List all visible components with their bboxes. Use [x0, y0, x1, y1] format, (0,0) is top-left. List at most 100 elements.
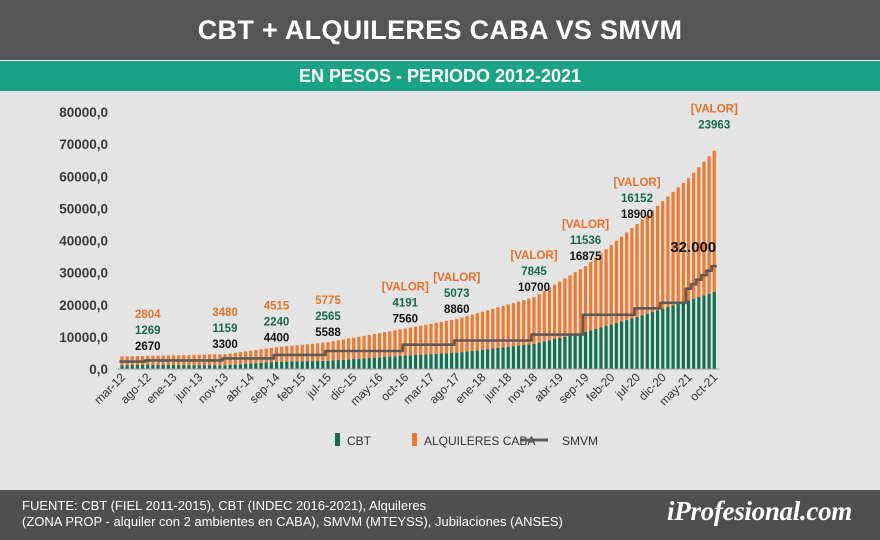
alquiler-bar: [609, 245, 613, 325]
cbt-bar: [372, 357, 376, 369]
cbt-bar: [146, 364, 150, 369]
annotation-smvm: 10700: [518, 282, 550, 294]
cbt-bar: [465, 351, 469, 369]
alquiler-bar: [429, 323, 433, 355]
alquiler-bar: [578, 269, 582, 334]
cbt-bar: [228, 364, 232, 369]
y-tick-label: 0,0: [89, 362, 108, 377]
x-axis: mar-12ago-12ene-13jun-13nov-13abr-14sep-…: [91, 368, 721, 408]
cbt-bar: [491, 348, 495, 369]
annotation-smvm: 3300: [212, 339, 238, 351]
annotation-smvm: 16875: [570, 251, 603, 263]
cbt-bar: [702, 295, 706, 369]
alquiler-bar: [316, 343, 320, 361]
alquiler-bar: [321, 342, 325, 361]
x-tick-label: sep-19: [556, 370, 592, 406]
cbt-bar: [630, 318, 634, 369]
cbt-bar: [321, 360, 325, 369]
cbt-bar: [455, 352, 459, 369]
cbt-bar: [187, 365, 191, 369]
alquiler-bar: [671, 192, 675, 306]
cbt-bar: [166, 365, 170, 369]
cbt-bar: [547, 340, 552, 369]
logo-prefix: i: [667, 496, 675, 526]
x-tick-label: feb-15: [274, 370, 308, 404]
cbt-bar: [511, 346, 515, 369]
cbt-bar: [697, 297, 701, 369]
cbt-bar: [367, 357, 371, 369]
y-tick-label: 10000,0: [59, 330, 108, 345]
cbt-bar: [316, 360, 320, 369]
alquiler-bar: [686, 178, 691, 301]
alquiler-bar: [707, 156, 711, 294]
alquiler-bar: [347, 338, 351, 360]
cbt-bar: [290, 361, 294, 369]
cbt-bar: [413, 354, 418, 369]
cbt-bar: [197, 365, 201, 369]
logo-main: Profesional.com: [674, 496, 852, 526]
y-tick-label: 60000,0: [59, 169, 108, 184]
x-tick-label: sep-14: [247, 370, 283, 406]
stacked-bar-chart: 0,0 10000,0 20000,0 30000,0 40000,0 50000,0 60…: [59, 104, 738, 448]
cbt-bar: [177, 365, 181, 369]
alquiler-bar: [511, 303, 515, 347]
annotation-alquiler: 4515: [264, 300, 290, 312]
annotation-alquiler: [VALOR]: [562, 219, 609, 231]
alquiler-bar: [434, 322, 438, 354]
alquiler-bar: [589, 261, 593, 331]
source-note: FUENTE: CBT (FIEL 2011-2015), CBT (INDEC…: [22, 498, 642, 530]
alquiler-bar: [614, 240, 618, 324]
cbt-bar: [553, 339, 557, 369]
alquiler-bar: [465, 316, 469, 352]
y-tick-label: 80000,0: [59, 105, 108, 120]
cbt-bar: [223, 365, 227, 369]
cbt-bar: [171, 365, 176, 369]
source-line-2: (ZONA PROP - alquiler con 2 ambientes en…: [22, 514, 563, 529]
alquiler-bar: [254, 350, 258, 364]
cbt-bar: [135, 365, 140, 369]
cbt-bar: [619, 321, 624, 369]
alquiler-bar: [522, 300, 526, 345]
alquiler-bar: [666, 196, 670, 308]
y-tick-label: 50000,0: [59, 201, 108, 216]
cbt-bar: [238, 364, 243, 369]
alquiler-bar: [547, 287, 552, 341]
annotation-smvm: 5588: [315, 327, 341, 339]
y-axis: 0,0 10000,0 20000,0 30000,0 40000,0 50000,0 60…: [59, 105, 108, 377]
annotation-cbt: 7845: [521, 266, 547, 278]
cbt-bar: [161, 364, 165, 369]
smvm-line-layer: [119, 264, 717, 363]
annotation-alquiler: 3480: [212, 307, 238, 319]
cbt-bar: [594, 328, 598, 369]
annotation-alquiler: [VALOR]: [433, 272, 480, 284]
cbt-bar: [244, 363, 248, 369]
alquiler-bar: [383, 332, 387, 357]
cbt-bar: [692, 298, 696, 369]
footer: FUENTE: CBT (FIEL 2011-2015), CBT (INDEC…: [0, 490, 880, 540]
cbt-bar: [357, 358, 361, 369]
cbt-bar: [444, 353, 449, 369]
alquiler-bar: [480, 311, 485, 350]
cbt-bar: [254, 363, 258, 369]
annotation-smvm: 2670: [135, 341, 161, 353]
cbt-bar: [635, 317, 639, 369]
chart-title: CBT + ALQUILERES CABA VS SMVM: [197, 14, 683, 45]
alquiler-bar: [357, 336, 361, 359]
alquiler-bar: [403, 328, 407, 356]
alquiler-bar: [594, 257, 598, 329]
alquiler-bar: [444, 320, 449, 354]
cbt-bar: [213, 365, 217, 369]
cbt-bar: [522, 344, 526, 369]
annotation-cbt: 23963: [698, 120, 730, 132]
annotation-alquiler: [VALOR]: [510, 250, 557, 262]
alquiler-bar: [604, 249, 608, 327]
annotation-alquiler: [VALOR]: [613, 177, 660, 189]
alquiler-bar: [656, 205, 660, 311]
alquiler-bar: [676, 187, 680, 304]
cbt-bar: [388, 356, 392, 369]
annotation-smvm-final: 32.000: [670, 239, 716, 256]
cbt-bar: [532, 343, 536, 369]
alquiler-bar: [377, 333, 382, 358]
alquiler-bar: [496, 307, 500, 348]
cbt-bar: [506, 346, 510, 369]
